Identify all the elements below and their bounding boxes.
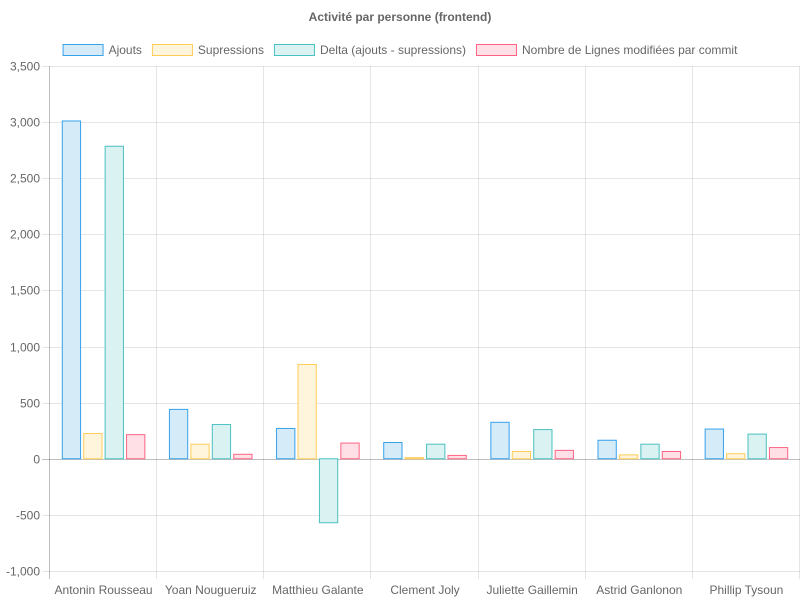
bar[interactable]	[126, 434, 146, 460]
x-axis: Antonin Rousseau Yoan Nougueruiz Matthieu …	[55, 583, 784, 597]
y-tick-label: 0	[33, 453, 40, 467]
bar[interactable]	[533, 429, 553, 460]
bars	[61, 120, 789, 524]
bar[interactable]	[276, 427, 296, 460]
bar[interactable]	[747, 433, 767, 460]
bar[interactable]	[297, 364, 317, 460]
bar[interactable]	[447, 454, 467, 460]
x-tick-label: Clement Joly	[390, 583, 459, 597]
bar[interactable]	[490, 421, 510, 460]
x-tick-label: Matthieu Galante	[272, 583, 364, 597]
y-tick-label: 3,500	[10, 60, 40, 74]
x-tick-label: Juliette Gaillemin	[486, 583, 577, 597]
bar[interactable]	[168, 408, 189, 460]
y-tick-label: -1,000	[6, 565, 40, 579]
y-tick-label: 1,000	[10, 341, 40, 355]
legend-item[interactable]: Ajouts	[62, 43, 142, 57]
x-tick-label: Astrid Ganlonon	[596, 583, 682, 597]
bar[interactable]	[640, 443, 660, 460]
bar[interactable]	[768, 447, 789, 460]
legend-item[interactable]: Supressions	[151, 43, 264, 57]
x-tick-label: Yoan Nougueruiz	[165, 583, 257, 597]
legend-swatch	[62, 44, 104, 56]
bar[interactable]	[383, 442, 403, 460]
grid-lines	[42, 66, 800, 579]
y-tick-label: 500	[20, 397, 40, 411]
bar[interactable]	[426, 443, 446, 460]
legend-label: Nombre de Lignes modifiées par commit	[522, 43, 738, 57]
bar[interactable]	[618, 454, 639, 460]
bar[interactable]	[704, 428, 724, 460]
bar[interactable]	[597, 439, 617, 460]
legend-label: Ajouts	[109, 43, 142, 57]
bar[interactable]	[104, 145, 124, 460]
y-tick-label: 2,500	[10, 172, 40, 186]
legend-label: Delta (ajouts - supressions)	[320, 43, 466, 57]
legend-item[interactable]: Nombre de Lignes modifiées par commit	[476, 43, 739, 57]
bar[interactable]	[233, 453, 253, 460]
legend-item[interactable]: Delta (ajouts - supressions)	[273, 43, 466, 57]
bar[interactable]	[511, 450, 532, 460]
legend-swatch	[151, 44, 193, 56]
bar[interactable]	[83, 433, 103, 460]
bar[interactable]	[211, 424, 232, 460]
chart-title: Activité par personne (frontend)	[309, 10, 492, 24]
y-tick-label: 3,000	[10, 116, 40, 130]
legend-label: Supressions	[198, 43, 264, 57]
bar[interactable]	[661, 450, 682, 460]
legend: Ajouts Supressions Delta (ajouts - supress…	[62, 43, 739, 57]
bar[interactable]	[404, 457, 424, 460]
y-tick-label: 1,500	[10, 284, 40, 298]
bar[interactable]	[190, 443, 210, 460]
legend-swatch	[476, 44, 518, 56]
y-tick-label: 2,000	[10, 228, 40, 242]
bar[interactable]	[61, 120, 82, 460]
x-tick-label: Phillip Tysoun	[710, 583, 784, 597]
y-axis: 3,500 3,000 2,500 2,000 1,500 1,000 500 0 -500 -1…	[6, 60, 40, 579]
legend-swatch	[273, 44, 315, 56]
bar[interactable]	[318, 458, 339, 524]
bar[interactable]	[340, 442, 360, 460]
bar[interactable]	[726, 453, 746, 460]
x-tick-label: Antonin Rousseau	[55, 583, 153, 597]
y-tick-label: -500	[16, 509, 40, 523]
bar[interactable]	[554, 449, 574, 460]
